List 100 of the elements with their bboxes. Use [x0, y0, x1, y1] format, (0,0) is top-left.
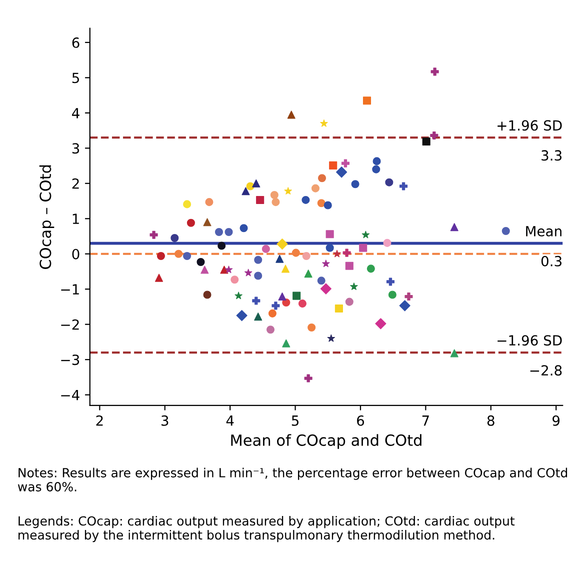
point [399, 300, 410, 312]
point [183, 252, 192, 260]
x-tick-label: 4 [226, 416, 234, 426]
point [450, 349, 458, 358]
point [276, 254, 284, 263]
point [230, 276, 239, 284]
y-tick-label: −1 [61, 284, 79, 294]
point [399, 182, 408, 190]
point [350, 282, 358, 290]
point [224, 228, 233, 236]
point [318, 174, 326, 182]
point [450, 223, 458, 232]
y-tick-label: −4 [61, 390, 80, 400]
point [311, 184, 320, 192]
point [334, 304, 343, 313]
point [244, 268, 252, 276]
point [422, 137, 430, 146]
x-tick-label: 5 [292, 416, 298, 426]
point [174, 250, 183, 258]
x-tick-label: 7 [422, 416, 429, 426]
point [220, 266, 228, 274]
point [304, 270, 312, 278]
point [298, 300, 306, 308]
annotation: −2.8 [530, 365, 562, 376]
point [224, 266, 233, 274]
point [254, 256, 262, 264]
point [383, 238, 392, 247]
point [272, 302, 280, 310]
point [292, 248, 300, 257]
point [203, 290, 212, 299]
point [342, 248, 351, 257]
y-tick-label: 1 [72, 214, 79, 224]
y-tick-label: 6 [72, 37, 80, 48]
point [329, 161, 338, 170]
point [270, 191, 278, 200]
point [322, 260, 330, 268]
point [404, 292, 413, 301]
point [252, 296, 260, 305]
ref-line-label: Mean [526, 226, 562, 236]
point [320, 283, 332, 294]
point [282, 339, 290, 348]
point [326, 230, 334, 238]
point [276, 238, 288, 250]
point [385, 178, 394, 186]
point [292, 292, 301, 300]
point [345, 298, 354, 306]
y-tick-label: 2 [72, 178, 79, 189]
point [234, 292, 242, 300]
point [317, 276, 326, 285]
x-axis-title: Mean of COcap and COtd [231, 434, 422, 449]
point [430, 68, 439, 76]
y-tick-label: 5 [72, 72, 79, 84]
ref-line-label: +1.96 SD [498, 120, 562, 131]
point [359, 244, 368, 252]
point [266, 326, 275, 334]
point [308, 324, 316, 332]
point [196, 258, 205, 266]
point [262, 244, 270, 253]
point [430, 131, 438, 140]
point [302, 252, 310, 260]
point [252, 179, 260, 188]
point [287, 110, 296, 119]
annotation: 0.3 [541, 256, 562, 266]
point [282, 298, 290, 307]
x-tick-label: 9 [552, 415, 560, 426]
point [362, 230, 370, 238]
x-tick-label: 3 [162, 415, 168, 426]
point [254, 312, 262, 321]
text: Notes: Results are expressed in L min⁻¹, the percentage error between COcap and COtd was 60%. [18, 468, 568, 492]
point [386, 278, 394, 286]
point [272, 198, 280, 206]
point [502, 226, 510, 235]
point [362, 96, 372, 105]
y-tick-label: −3 [61, 354, 80, 366]
point [214, 228, 224, 236]
point [345, 262, 354, 270]
y-tick-label: 3 [72, 143, 80, 154]
point [170, 234, 179, 242]
y-axis-title: COcap – COtd [39, 165, 54, 269]
point [366, 264, 375, 273]
y-tick-label: −2 [61, 319, 79, 330]
point [150, 230, 158, 239]
y-tick-label: 0 [72, 248, 80, 260]
point [304, 374, 312, 382]
ref-line-label: −1.96 SD [498, 335, 562, 346]
x-tick-label: 2 [96, 415, 103, 426]
annotation: 3.3 [542, 150, 562, 161]
point [281, 264, 290, 273]
point [320, 119, 328, 127]
point [236, 310, 248, 322]
point [317, 199, 326, 208]
point [284, 187, 292, 194]
point [183, 200, 192, 208]
point [388, 290, 396, 299]
point [256, 196, 264, 204]
point [375, 318, 386, 330]
point [336, 166, 348, 178]
point [333, 250, 341, 258]
point [205, 198, 214, 206]
point [254, 272, 262, 280]
